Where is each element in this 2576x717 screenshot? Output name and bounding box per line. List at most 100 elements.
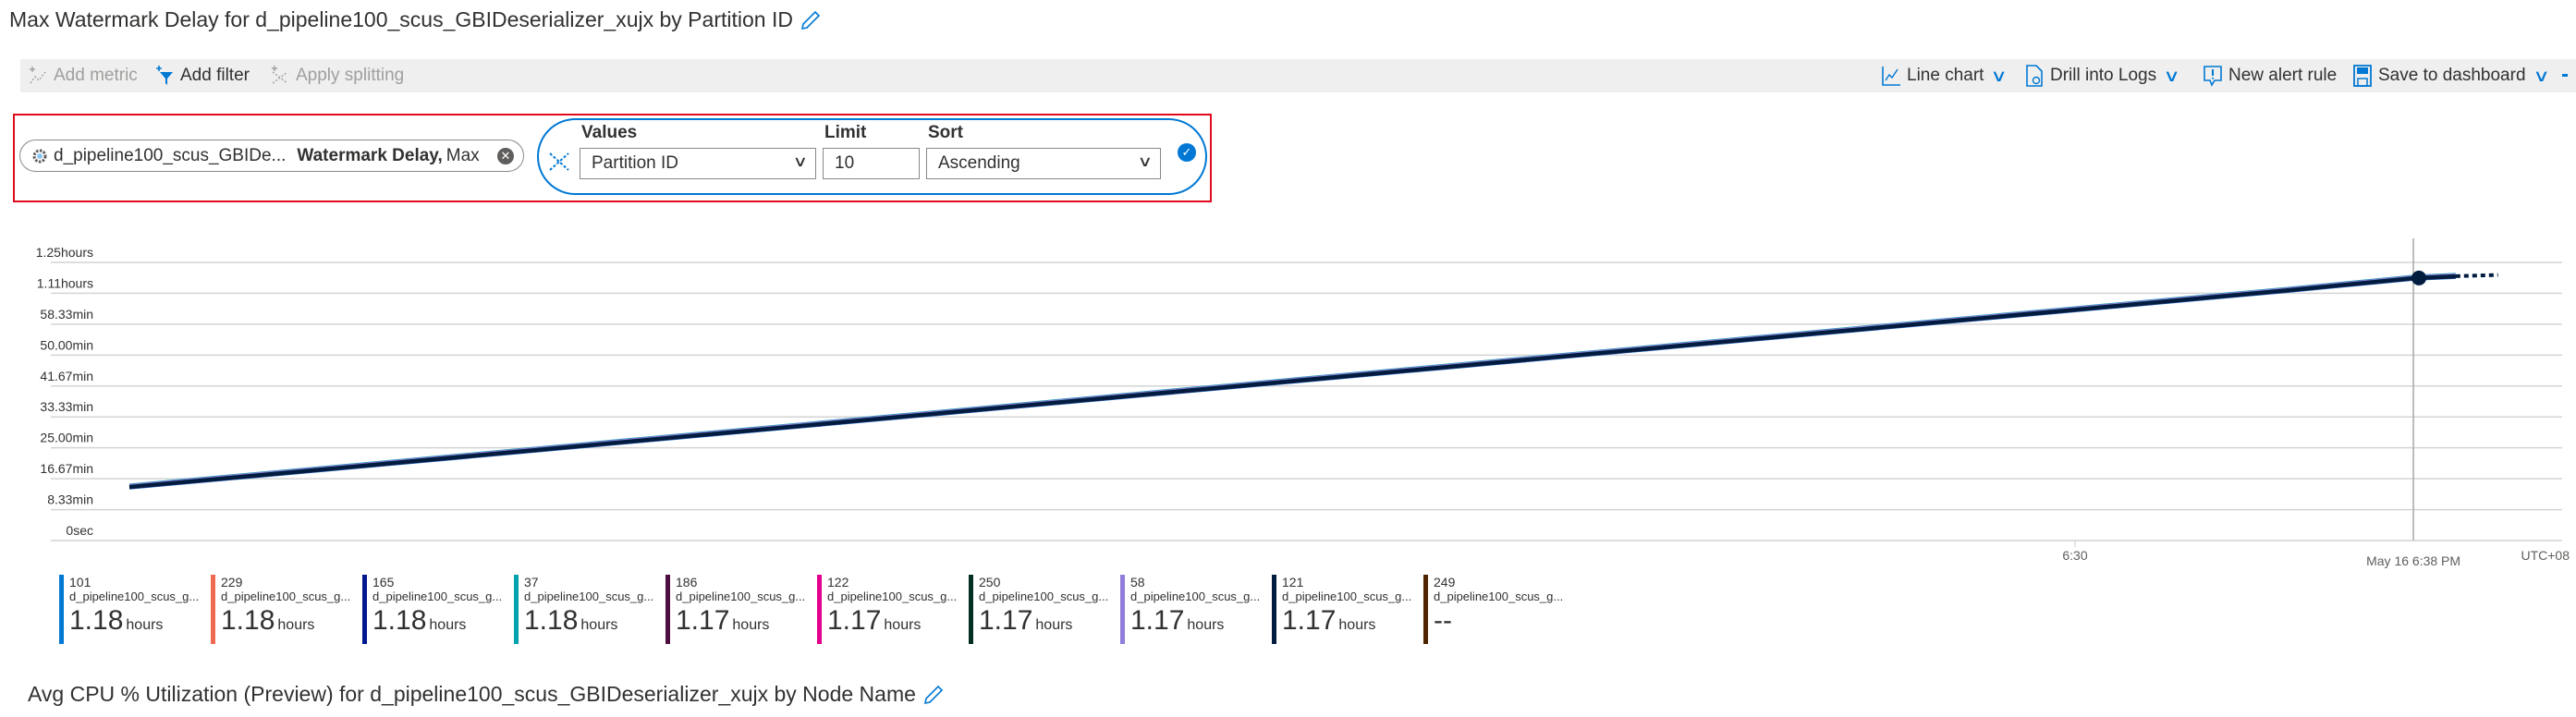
legend-series-resource: d_pipeline100_scus_g...	[979, 589, 1109, 603]
legend-series-value: 1.17 hours	[979, 605, 1073, 636]
line-chart-button[interactable]: Line chart ∨	[1881, 59, 2008, 92]
crosshair-point	[2411, 270, 2427, 286]
legend-series-value: 1.17 hours	[1130, 605, 1225, 636]
limit-label: Limit	[824, 123, 867, 142]
edit-title-icon[interactable]	[923, 685, 944, 705]
limit-value: 10	[835, 153, 855, 173]
y-tick-label: 16.67min	[40, 461, 93, 476]
drill-into-logs-button[interactable]: Drill into Logs ∨	[2024, 59, 2180, 92]
legend-series-resource: d_pipeline100_scus_g...	[372, 589, 503, 603]
legend-series-id: 121	[1282, 575, 1304, 589]
legend-series-resource: d_pipeline100_scus_g...	[524, 589, 654, 603]
add-metric-label: Add metric	[54, 66, 138, 85]
new-alert-rule-button[interactable]: New alert rule	[2203, 59, 2337, 92]
filter-icon	[156, 66, 173, 85]
legend-series-unit: hours	[277, 617, 315, 633]
legend-series-id: 229	[221, 575, 243, 589]
save-icon	[2353, 65, 2372, 87]
limit-input[interactable]: 10	[823, 148, 920, 179]
more-icon[interactable]	[2562, 74, 2568, 77]
legend-series-id: 250	[979, 575, 1001, 589]
metric-pill[interactable]: d_pipeline100_scus_GBIDe... Watermark De…	[19, 140, 524, 172]
values-select[interactable]: Partition ID ∨	[580, 148, 816, 179]
legend-series-id: 249	[1434, 575, 1456, 589]
resource-gear-icon	[32, 149, 47, 163]
confirm-splitting-icon[interactable]: ✓	[1178, 143, 1196, 162]
legend-series-unit: hours	[1187, 617, 1225, 633]
legend-series-value: 1.18 hours	[221, 605, 315, 636]
legend-series-id: 101	[69, 575, 92, 589]
chart-title-text: Max Watermark Delay for d_pipeline100_sc…	[9, 7, 793, 31]
highlight-box	[13, 114, 1212, 202]
y-tick-label: 1.11hours	[37, 275, 93, 290]
legend-series-value: 1.17 hours	[1282, 605, 1376, 636]
values-selected: Partition ID	[592, 153, 678, 173]
legend-series-id: 122	[827, 575, 849, 589]
legend-series-unit: hours	[1035, 617, 1073, 633]
y-tick-label: 25.00min	[40, 431, 93, 445]
legend-series-resource: d_pipeline100_scus_g...	[69, 589, 200, 603]
incomplete-segment	[2455, 273, 2498, 278]
y-tick-label: 0sec	[66, 523, 93, 538]
legend-series-id: 186	[676, 575, 698, 589]
chevron-down-icon: ∨	[2163, 66, 2180, 85]
legend-series-value: 1.17 hours	[676, 605, 770, 636]
splitting-icon	[272, 66, 288, 84]
legend-item[interactable]: 186 d_pipeline100_scus_g... 1.17 hours	[665, 575, 814, 644]
chart-toolbar: Add metric Add filter Apply splitting Li…	[20, 59, 2576, 92]
legend-series-unit: hours	[732, 617, 770, 633]
sort-select[interactable]: Ascending ∨	[926, 148, 1161, 179]
legend-item[interactable]: 249 d_pipeline100_scus_g... --	[1423, 575, 1572, 644]
edit-title-icon[interactable]	[800, 10, 821, 30]
logs-icon	[2026, 65, 2043, 87]
legend-item[interactable]: 121 d_pipeline100_scus_g... 1.17 hours	[1272, 575, 1421, 644]
drill-into-logs-label: Drill into Logs	[2050, 66, 2157, 85]
line-chart-label: Line chart	[1907, 66, 1984, 85]
timezone-label: UTC+08	[2521, 548, 2570, 563]
apply-splitting-label: Apply splitting	[296, 66, 405, 85]
alert-icon	[2204, 66, 2222, 87]
line-chart-icon	[1882, 67, 1900, 86]
legend-item[interactable]: 250 d_pipeline100_scus_g... 1.17 hours	[969, 575, 1117, 644]
new-alert-rule-label: New alert rule	[2228, 66, 2338, 85]
add-metric-button[interactable]: Add metric	[28, 59, 138, 92]
legend-series-id: 58	[1130, 575, 1145, 589]
legend-item[interactable]: 58 d_pipeline100_scus_g... 1.17 hours	[1120, 575, 1269, 644]
legend-series-value: --	[1434, 605, 1452, 636]
legend-series-id: 37	[524, 575, 539, 589]
add-filter-button[interactable]: Add filter	[154, 59, 250, 92]
legend-item[interactable]: 229 d_pipeline100_scus_g... 1.18 hours	[211, 575, 360, 644]
legend-series-value: 1.18 hours	[524, 605, 618, 636]
legend-series-unit: hours	[884, 617, 922, 633]
legend-series-resource: d_pipeline100_scus_g...	[1130, 589, 1261, 603]
legend-item[interactable]: 165 d_pipeline100_scus_g... 1.18 hours	[362, 575, 511, 644]
legend-item[interactable]: 37 d_pipeline100_scus_g... 1.18 hours	[514, 575, 663, 644]
save-to-dashboard-label: Save to dashboard	[2378, 66, 2526, 85]
legend-series-resource: d_pipeline100_scus_g...	[1434, 589, 1564, 603]
legend-series-unit: hours	[126, 617, 164, 633]
legend-item[interactable]: 122 d_pipeline100_scus_g... 1.17 hours	[817, 575, 966, 644]
chevron-down-icon: ∨	[2532, 66, 2550, 85]
legend-series-value: 1.17 hours	[827, 605, 922, 636]
y-tick-label: 33.33min	[40, 399, 93, 414]
legend-series-resource: d_pipeline100_scus_g...	[827, 589, 958, 603]
y-tick-label: 50.00min	[40, 337, 93, 352]
legend-series-unit: hours	[580, 617, 618, 633]
legend-item[interactable]: 101 d_pipeline100_scus_g... 1.18 hours	[59, 575, 208, 644]
save-to-dashboard-button[interactable]: Save to dashboard ∨	[2352, 59, 2550, 92]
chevron-down-icon: ∨	[1990, 66, 2008, 85]
splitting-icon	[549, 152, 569, 171]
values-label: Values	[581, 123, 638, 142]
metric-aggregation: Max	[446, 145, 480, 165]
metric-resource: d_pipeline100_scus_GBIDe...	[54, 145, 287, 165]
metric-name: Watermark Delay,	[297, 145, 443, 165]
remove-metric-icon[interactable]: ✕	[497, 148, 514, 164]
apply-splitting-button[interactable]: Apply splitting	[270, 59, 404, 92]
x-tick-label: 6:30	[2062, 548, 2087, 563]
series-line-121	[128, 273, 2456, 489]
add-filter-label: Add filter	[180, 66, 250, 85]
legend-series-resource: d_pipeline100_scus_g...	[676, 589, 806, 603]
legend-series-resource: d_pipeline100_scus_g...	[221, 589, 351, 603]
legend-series-unit: hours	[429, 617, 467, 633]
